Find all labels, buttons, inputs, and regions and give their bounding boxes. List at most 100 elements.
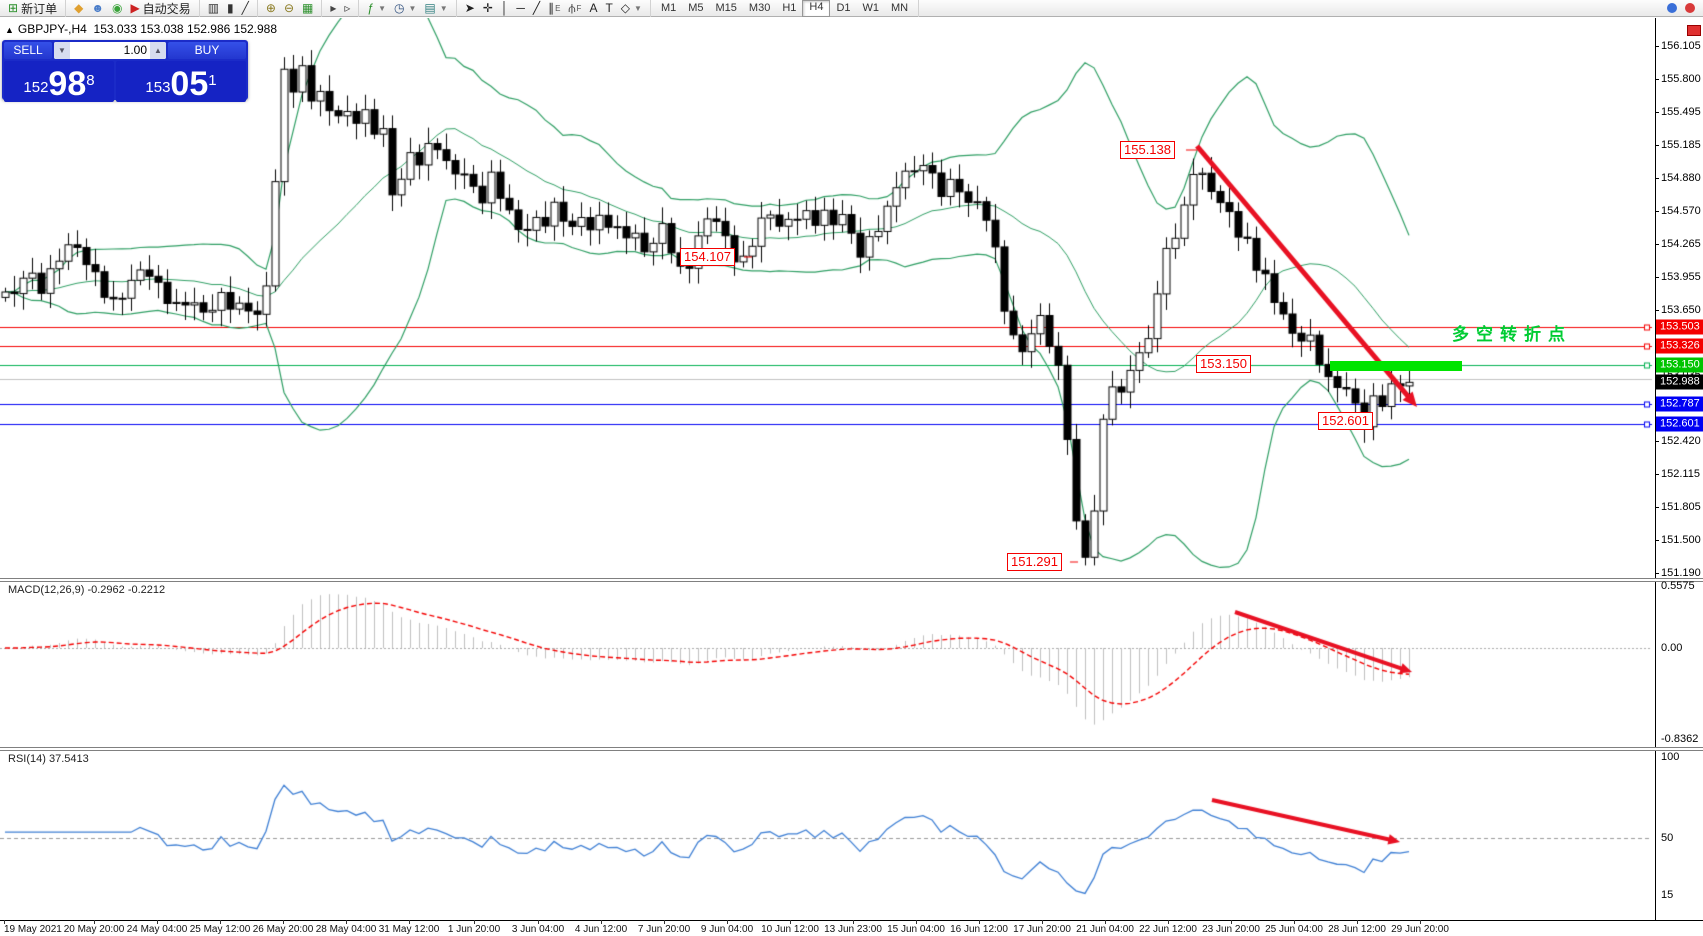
indicator-tick-label: 15 — [1661, 889, 1674, 901]
price-callout-label[interactable]: 152.601 — [1318, 412, 1373, 430]
chat-icon[interactable] — [1667, 3, 1677, 13]
bar-chart-button[interactable]: ▥ — [204, 1, 223, 16]
news-icon[interactable] — [1685, 3, 1695, 13]
price-callout-label[interactable]: 153.150 — [1196, 355, 1251, 373]
time-tick-mark — [790, 920, 791, 924]
channel-button[interactable]: ∥ E — [544, 1, 564, 16]
indicator-tick-label: 0.5575 — [1661, 580, 1695, 592]
price-level-badge: 152.988 — [1656, 374, 1703, 390]
cursor-button[interactable]: ➤ — [461, 1, 479, 16]
price-tick-mark — [1655, 79, 1659, 80]
time-tick-mark — [727, 920, 728, 924]
crosshair-button[interactable]: ✛ — [479, 1, 497, 16]
time-tick-label: 9 Jun 04:00 — [700, 924, 754, 935]
vertical-line-button[interactable]: │ — [497, 1, 513, 16]
toolbar-group: ▥ ▮ ╱ — [200, 0, 258, 17]
price-callout-label[interactable]: 154.107 — [680, 248, 735, 266]
one-click-trading-panel: SELL ▼ 1.00 ▲ BUY 152 98 8 153 05 1 — [2, 40, 248, 102]
time-tick-label: 7 Jun 20:00 — [637, 924, 691, 935]
styler-bucket-button[interactable]: ◆ — [70, 1, 87, 16]
horizontal-line-button[interactable]: ─ — [512, 1, 529, 16]
tile-windows-icon: ▦ — [302, 0, 314, 15]
timeframe-m5-button[interactable]: M5 — [688, 1, 704, 14]
signal-button[interactable]: ◉ — [108, 1, 126, 16]
zoom-out-icon: ⊖ — [283, 0, 294, 15]
price-chart-canvas[interactable] — [0, 18, 1655, 578]
volume-increase-button[interactable]: ▲ — [150, 42, 166, 59]
line-chart-button[interactable]: ╱ — [238, 1, 253, 16]
macd-pane-canvas[interactable] — [0, 580, 1655, 747]
buy-button[interactable]: BUY — [168, 42, 246, 59]
timeframe-m30-button[interactable]: M30 — [748, 1, 771, 14]
sell-price-pips: 98 — [48, 65, 87, 103]
templates-button[interactable]: ▤ ▼ — [420, 1, 451, 16]
price-tick-label: 153.650 — [1661, 304, 1701, 316]
buy-price-pips: 05 — [170, 65, 209, 103]
time-tick-label: 31 May 12:00 — [378, 924, 440, 935]
timeframe-w1-button[interactable]: W1 — [862, 1, 880, 14]
auto-scroll-button[interactable]: ▸ — [326, 1, 340, 16]
horizontal-line-icon: ─ — [516, 0, 525, 15]
time-tick-mark — [283, 920, 284, 924]
time-tick-mark — [979, 920, 980, 924]
price-tick-mark — [1655, 277, 1659, 278]
signal-icon: ◉ — [111, 0, 123, 15]
time-tick-label: 29 Jun 20:00 — [1391, 924, 1449, 935]
tile-windows-button[interactable]: ▦ — [298, 1, 317, 16]
chart-shift-marker[interactable] — [1687, 25, 1701, 36]
price-tick-label: 153.955 — [1661, 271, 1701, 283]
sell-price-point: 8 — [86, 72, 95, 89]
time-tick-label: 26 May 20:00 — [252, 924, 314, 935]
autotrade-icon: ▶ — [130, 0, 140, 15]
support-highlight-bar[interactable] — [1330, 361, 1462, 371]
candlestick-button[interactable]: ▮ — [223, 1, 238, 16]
timeframe-h1-button[interactable]: H1 — [782, 1, 797, 14]
collapse-quote-panel-icon[interactable]: ▲ — [5, 25, 14, 35]
buy-price-display[interactable]: 153 05 1 — [116, 61, 246, 102]
autotrade-button[interactable]: ▶ 自动交易 — [126, 1, 194, 16]
sell-button[interactable]: SELL — [4, 42, 52, 59]
profile-button[interactable]: ☻ — [87, 1, 108, 16]
new-order-button[interactable]: ⊞ 新订单 — [4, 1, 61, 16]
price-callout-label[interactable]: 151.291 — [1007, 553, 1062, 571]
zoom-in-icon: ⊕ — [265, 0, 276, 15]
price-macd-separator[interactable] — [0, 578, 1703, 582]
text-label-button[interactable]: T — [601, 1, 616, 16]
icon-subscript: E — [555, 3, 561, 13]
indicators-button[interactable]: ƒ ▼ — [363, 1, 390, 16]
zoom-out-button[interactable]: ⊖ — [280, 1, 298, 16]
trendline-button[interactable]: ╱ — [529, 1, 544, 16]
turning-point-annotation-text[interactable]: 多空转折点 — [1452, 325, 1572, 344]
timeframe-m15-button[interactable]: M15 — [715, 1, 737, 14]
time-tick-mark — [94, 920, 95, 924]
time-tick-mark — [220, 920, 221, 924]
shapes-button[interactable]: ◇ ▼ — [617, 1, 646, 16]
indicator-tick-label: -0.8362 — [1661, 733, 1699, 745]
indicator-tick-label: 100 — [1661, 751, 1680, 763]
volume-input[interactable]: 1.00 — [123, 43, 147, 57]
auto-scroll-icon: ▸ — [330, 0, 337, 15]
timeframe-m1-button[interactable]: M1 — [660, 1, 677, 14]
time-tick-label: 16 Jun 12:00 — [950, 924, 1008, 935]
text-button[interactable]: A — [585, 1, 601, 16]
price-tick-mark — [1655, 244, 1659, 245]
volume-decrease-button[interactable]: ▼ — [54, 42, 70, 59]
rsi-pane-canvas[interactable] — [0, 749, 1655, 919]
zoom-in-button[interactable]: ⊕ — [262, 1, 280, 16]
timeframe-mn-button[interactable]: MN — [891, 1, 909, 14]
price-callout-label[interactable]: 155.138 — [1120, 141, 1175, 159]
fibonacci-button[interactable]: ⫛ F — [564, 1, 585, 16]
time-tick-label: 19 May 2021 — [4, 924, 62, 935]
time-tick-mark — [538, 920, 539, 924]
periods-button[interactable]: ◷ ▼ — [390, 1, 420, 16]
sell-price-display[interactable]: 152 98 8 — [4, 61, 114, 102]
main-toolbar: ⊞ 新订单 ◆ ☻ ◉ ▶ 自动交易 ▥ ▮ ╱ ⊕ ⊖ ▦ ▸ ▹ ƒ ▼ ◷ ▼ ▤ ▼ ➤ ✛ │ ─ ╱ ∥ E ⫛ F A T ◇ ▼ M… — [0, 0, 1703, 17]
text-icon: A — [589, 0, 598, 15]
toolbar-right-icons — [1659, 0, 1703, 17]
time-tick-label: 1 Jun 20:00 — [447, 924, 501, 935]
timeframe-d1-button[interactable]: D1 — [836, 1, 851, 14]
price-tick-label: 155.185 — [1661, 139, 1701, 151]
timeframe-h4-button[interactable]: H4 — [802, 0, 831, 17]
chart-shift-button[interactable]: ▹ — [340, 1, 354, 16]
macd-rsi-separator[interactable] — [0, 747, 1703, 751]
